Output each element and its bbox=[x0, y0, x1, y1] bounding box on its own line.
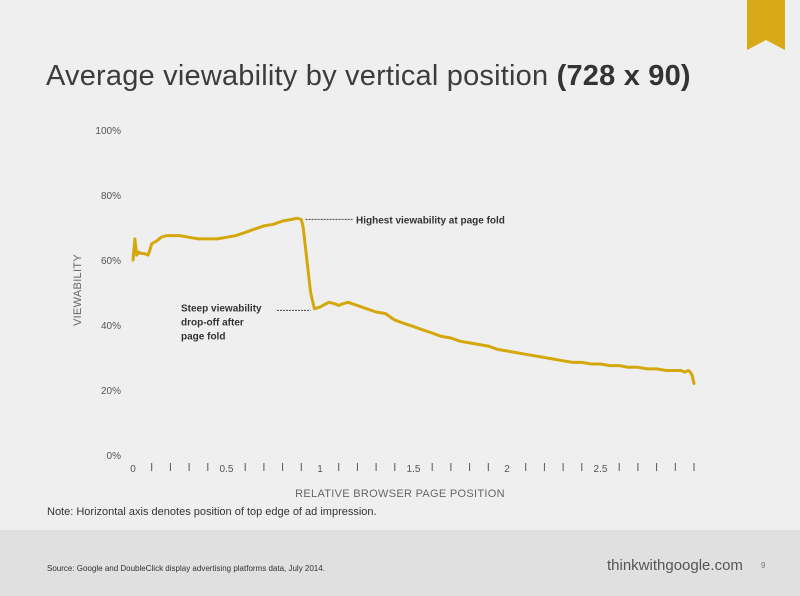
x-axis-label: RELATIVE BROWSER PAGE POSITION bbox=[295, 488, 505, 500]
annotation-dropoff-line: drop-off after bbox=[181, 317, 244, 328]
page-title: Average viewability by vertical position… bbox=[46, 60, 691, 93]
y-tick-label: 100% bbox=[95, 126, 121, 137]
x-axis-ticks: 0 0.5 1 1.5 2 2.5 bbox=[130, 463, 695, 475]
chart-note: Note: Horizontal axis denotes position o… bbox=[47, 506, 377, 518]
x-tick-label: 2 bbox=[504, 464, 510, 475]
annotations: Highest viewability at page fold Steep vi… bbox=[181, 215, 505, 342]
title-bold: (728 x 90) bbox=[556, 60, 691, 92]
annotation-dropoff-line: Steep viewability bbox=[181, 303, 262, 314]
series-line bbox=[131, 216, 696, 385]
x-tick-label: 0 bbox=[130, 464, 136, 475]
footer: Source: Google and DoubleClick display a… bbox=[0, 530, 800, 596]
source-text: Source: Google and DoubleClick display a… bbox=[47, 564, 325, 573]
x-tick-label: 0.5 bbox=[220, 464, 234, 475]
bookmark-icon bbox=[747, 0, 785, 50]
x-tick-label: 1.5 bbox=[407, 464, 421, 475]
y-tick-label: 40% bbox=[101, 321, 121, 332]
x-tick-label: 1 bbox=[317, 464, 323, 475]
y-tick-label: 80% bbox=[101, 191, 121, 202]
x-tick-label: 2.5 bbox=[594, 464, 608, 475]
y-tick-label: 20% bbox=[101, 386, 121, 397]
title-main: Average viewability by vertical position bbox=[46, 60, 549, 92]
annotation-peak: Highest viewability at page fold bbox=[356, 215, 505, 226]
y-axis-label: VIEWABILITY bbox=[72, 254, 84, 326]
brand-text: thinkwithgoogle.com bbox=[607, 557, 743, 574]
page-number: 9 bbox=[761, 561, 766, 570]
y-tick-label: 0% bbox=[107, 451, 122, 462]
annotation-dropoff-line: page fold bbox=[181, 331, 225, 342]
y-tick-labels: 0% 20% 40% 60% 80% 100% bbox=[95, 126, 121, 462]
y-tick-label: 60% bbox=[101, 256, 121, 267]
series-group bbox=[131, 216, 696, 385]
viewability-line-chart: VIEWABILITY RELATIVE BROWSER PAGE POSITI… bbox=[72, 126, 696, 500]
